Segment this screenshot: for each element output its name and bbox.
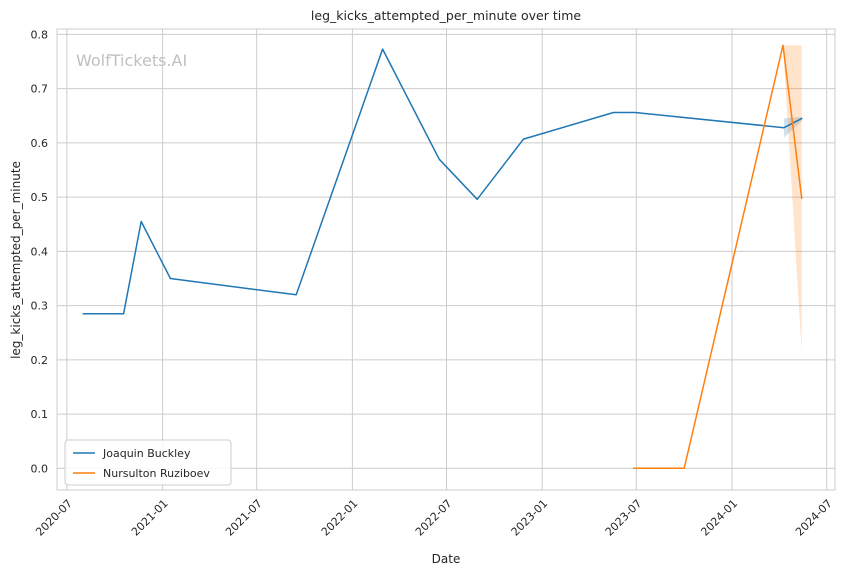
series-lines	[82, 44, 803, 470]
x-axis-label: Date	[432, 552, 461, 566]
confidence-band-1	[783, 45, 802, 352]
y-tick-label: 0.4	[31, 245, 49, 258]
legend: Joaquin Buckley Nursulton Ruziboev	[64, 439, 232, 486]
y-tick-label: 0.1	[31, 408, 49, 421]
series-line-0	[82, 48, 803, 315]
chart-title: leg_kicks_attempted_per_minute over time	[311, 8, 581, 23]
y-tick-label: 0.6	[31, 137, 49, 150]
legend-label-1: Nursulton Ruziboev	[103, 467, 210, 480]
y-axis-label: leg_kicks_attempted_per_minute	[9, 161, 23, 359]
y-tick-label: 0.5	[31, 191, 49, 204]
y-tick-label: 0.7	[31, 83, 49, 96]
y-tick-label: 0.3	[31, 300, 49, 313]
grid	[57, 29, 835, 490]
axes-frame	[56, 28, 836, 491]
legend-label-0: Joaquin Buckley	[102, 447, 191, 460]
y-tick-label: 0.0	[31, 462, 49, 475]
y-tick-label: 0.8	[31, 28, 49, 41]
y-tick-label: 0.2	[31, 354, 49, 367]
y-axis-ticks: 0.0 0.1 0.2 0.3 0.4 0.5 0.6 0.7 0.8	[31, 28, 49, 475]
watermark: WolfTickets.AI	[76, 51, 187, 70]
legend-box	[64, 439, 232, 486]
series-line-1	[632, 44, 803, 470]
